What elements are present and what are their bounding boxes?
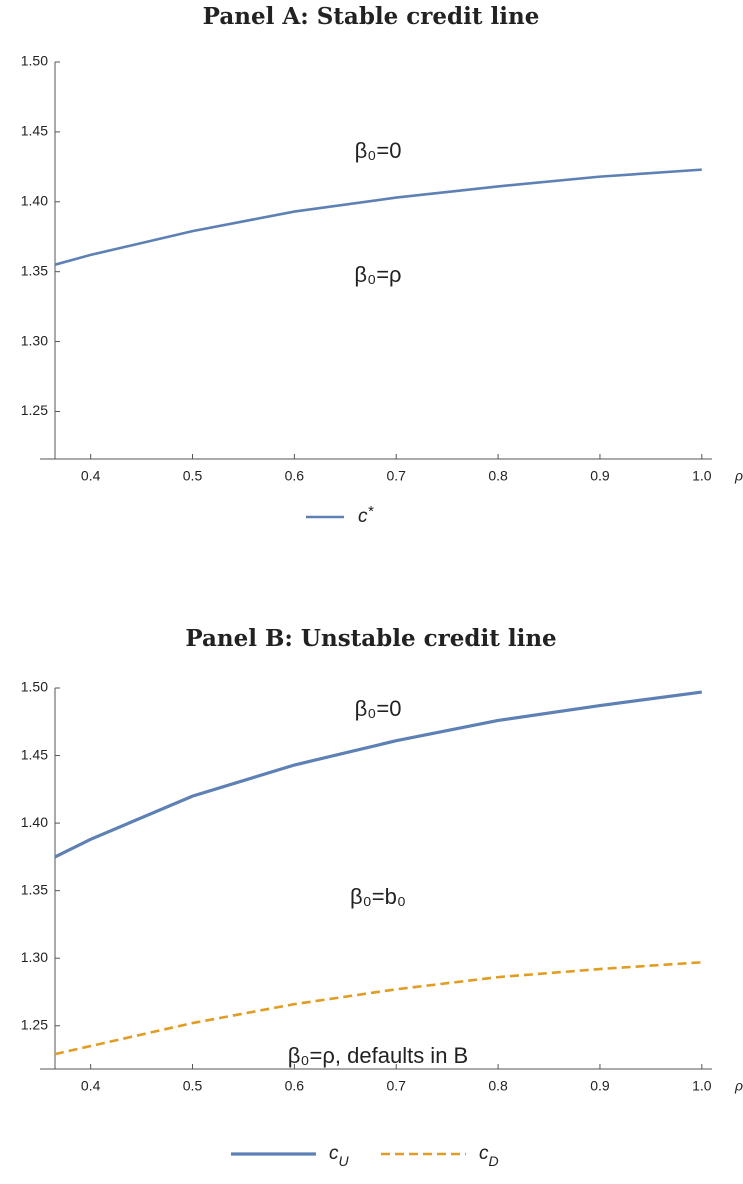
y-tick-label: 1.25 <box>21 402 48 418</box>
annotation: β₀=b₀ <box>350 884 406 909</box>
annotation: β₀=0 <box>355 138 402 163</box>
x-tick-label: 1.0 <box>692 1078 712 1094</box>
x-tick-label: 0.6 <box>285 468 305 484</box>
annotation: β₀=ρ, defaults in B <box>288 1043 468 1068</box>
y-tick-label: 1.50 <box>21 679 48 695</box>
y-tick-label: 1.30 <box>21 332 48 348</box>
x-tick-label: 0.7 <box>386 1078 406 1094</box>
y-tick-label: 1.25 <box>21 1016 48 1032</box>
x-tick-label: 0.5 <box>183 1078 203 1094</box>
x-tick-label: 0.4 <box>81 1078 101 1094</box>
y-tick-label: 1.40 <box>21 814 48 830</box>
x-tick-label: 0.4 <box>81 468 101 484</box>
chart-title: Panel A: Stable credit line <box>203 3 540 30</box>
y-tick-label: 1.35 <box>21 881 48 897</box>
x-tick-label: 0.7 <box>386 468 406 484</box>
data-line <box>54 690 703 859</box>
y-tick-label: 1.45 <box>21 746 48 762</box>
x-tick-label: 0.6 <box>285 1078 305 1094</box>
x-tick-label: 0.8 <box>488 1078 508 1094</box>
x-axis-label: ρ <box>734 468 743 484</box>
y-tick-label: 1.40 <box>21 192 48 208</box>
y-tick-label: 1.30 <box>21 949 48 965</box>
x-tick-label: 1.0 <box>692 468 712 484</box>
annotation: β₀=0 <box>355 696 402 721</box>
x-tick-label: 0.9 <box>590 1078 610 1094</box>
data-line <box>54 960 702 1056</box>
legend-label: c* <box>358 503 375 527</box>
chart-title: Panel B: Unstable credit line <box>185 625 556 652</box>
annotation: β₀=ρ <box>354 262 401 287</box>
y-tick-label: 1.45 <box>21 123 48 139</box>
legend-label: cD <box>479 1143 499 1169</box>
x-tick-label: 0.5 <box>183 468 203 484</box>
x-tick-label: 0.9 <box>590 468 610 484</box>
x-tick-label: 0.8 <box>488 468 508 484</box>
y-tick-label: 1.50 <box>21 53 48 69</box>
x-axis-label: ρ <box>734 1078 743 1094</box>
data-line <box>54 168 702 266</box>
y-tick-label: 1.35 <box>21 262 48 278</box>
legend-label: cU <box>329 1143 350 1169</box>
